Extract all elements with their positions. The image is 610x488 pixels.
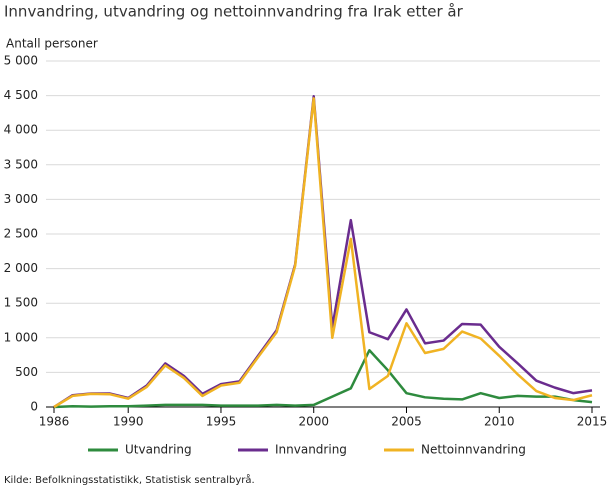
y-tick-label: 0: [30, 400, 38, 414]
series-line: [53, 95, 593, 409]
x-tick-label: 2010: [484, 415, 515, 429]
source: Kilde: Befolkningsstatistikk, Statistisk…: [4, 473, 255, 486]
y-tick-label: 1 000: [4, 330, 38, 344]
y-tick-label: 500: [15, 365, 38, 379]
x-tick-label: 2015: [577, 415, 608, 429]
y-tick-label: 3 000: [4, 192, 38, 206]
x-tick-label: 1995: [206, 415, 237, 429]
y-tick-label: 1 500: [4, 296, 38, 310]
x-tick-label: 1990: [113, 415, 144, 429]
series-line: [53, 97, 593, 409]
y-tick-label: 4 000: [4, 123, 38, 137]
x-tick-label: 2000: [298, 415, 329, 429]
x-tick-label: 2005: [391, 415, 422, 429]
y-tick-label: 5 000: [4, 54, 38, 68]
y-tick-label: 2 500: [4, 227, 38, 241]
y-tick-label: 3 500: [4, 157, 38, 171]
series-line: [53, 349, 593, 409]
x-tick-label: 1986: [39, 415, 70, 429]
legend-label: Nettoinnvandring: [421, 443, 526, 457]
y-tick-label: 2 000: [4, 261, 38, 275]
legend-label: Utvandring: [125, 443, 192, 457]
y-axis-label: Antall personer: [6, 37, 98, 51]
chart-title: Innvandring, utvandring og nettoinnvandr…: [4, 3, 464, 21]
legend-label: Innvandring: [275, 443, 347, 457]
y-tick-label: 4 500: [4, 88, 38, 102]
